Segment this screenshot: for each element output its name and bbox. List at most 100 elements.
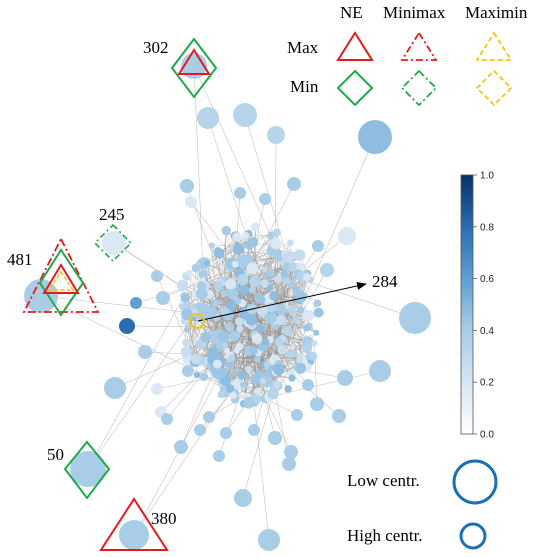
graph-node (237, 274, 249, 286)
graph-node (248, 424, 260, 436)
graph-node (245, 366, 252, 373)
graph-node (293, 286, 299, 292)
graph-node (200, 373, 208, 381)
graph-node (249, 276, 260, 287)
graph-node (311, 340, 317, 346)
legend-maximin-max-triangle (477, 33, 511, 60)
graph-node (218, 331, 229, 342)
graph-node (194, 372, 200, 378)
graph-node (284, 385, 292, 393)
graph-node (337, 370, 353, 386)
graph-node (119, 318, 135, 334)
size-legend-high-label: High centr. (347, 526, 423, 545)
graph-node (233, 103, 257, 127)
graph-node (313, 330, 319, 336)
legend-ne-min-diamond (338, 71, 372, 105)
colorbar-tick-label: 0.2 (480, 378, 494, 389)
size-legend-low-circle (454, 461, 496, 503)
graph-node (267, 126, 285, 144)
legend-maximin-min-diamond (477, 71, 511, 105)
graph-node (181, 294, 190, 303)
graph-node (235, 343, 243, 351)
graph-node (130, 297, 142, 309)
graph-node (293, 316, 300, 323)
graph-node (226, 384, 235, 393)
legend-col-minimax: Minimax (383, 3, 446, 22)
legend-col-ne: NE (340, 3, 363, 22)
graph-node (295, 363, 306, 374)
size-legend-high-circle (461, 524, 485, 548)
graph-node (270, 238, 281, 249)
graph-node (294, 249, 306, 261)
graph-node (287, 177, 301, 191)
legend-ne-max-triangle (338, 33, 372, 60)
colorbar-tick-label: 0.8 (480, 222, 494, 233)
graph-node (237, 255, 245, 263)
graph-node (235, 317, 244, 326)
strategy-legend: NE Minimax Maximin Max Min (287, 3, 528, 105)
graph-node (252, 333, 263, 344)
graph-node (283, 251, 295, 263)
graph-node (249, 287, 255, 293)
graph-node (238, 371, 246, 379)
graph-node (289, 263, 297, 271)
graph-node (194, 424, 206, 436)
graph-node (257, 324, 265, 332)
graph-node (296, 355, 303, 362)
graph-node (234, 187, 246, 199)
graph-node (246, 314, 258, 326)
graph-node (288, 375, 295, 382)
graph-node (302, 379, 314, 391)
graph-node (214, 367, 226, 379)
graph-node (213, 450, 225, 462)
colorbar-ticks: 1.00.80.60.40.20.0 (473, 171, 494, 441)
graph-node (228, 355, 236, 363)
graph-node (254, 388, 261, 395)
graph-node (266, 268, 274, 276)
size-legend: Low centr. High centr. (347, 461, 496, 548)
graph-node (273, 364, 284, 375)
graph-node (174, 440, 188, 454)
graph-node (151, 383, 163, 395)
graph-node (287, 239, 294, 246)
graph-node (225, 322, 235, 332)
legend-minimax-min-diamond (402, 71, 436, 105)
graph-node (231, 370, 238, 377)
graph-node (156, 291, 170, 305)
graph-node (226, 361, 234, 369)
node-245-label: 245 (99, 205, 125, 224)
graph-node (182, 365, 194, 377)
colorbar-tick-label: 0.4 (480, 326, 494, 337)
graph-node (104, 377, 126, 399)
graph-node (258, 529, 280, 551)
node-380-label: 380 (151, 509, 177, 528)
graph-node (274, 275, 282, 283)
graph-node (242, 232, 249, 239)
graph-node (261, 279, 269, 287)
graph-node (247, 262, 259, 274)
graph-node (240, 381, 247, 388)
graph-node (239, 285, 249, 295)
colorbar-tick-label: 0.6 (480, 274, 494, 285)
graph-node (232, 232, 241, 241)
graph-node (244, 240, 253, 249)
graph-node (138, 345, 152, 359)
graph-node (209, 242, 216, 249)
colorbar-tick-label: 0.0 (480, 430, 494, 441)
graph-node (369, 360, 391, 382)
graph-node (314, 299, 322, 307)
graph-node (262, 338, 269, 345)
graph-edge (88, 296, 184, 469)
graph-node (282, 326, 292, 336)
colorbar-gradient (461, 175, 473, 434)
graph-node (295, 291, 307, 303)
legend-row-max: Max (287, 38, 319, 57)
graph-node (303, 273, 311, 281)
graph-node (225, 279, 236, 290)
graph-node (303, 325, 310, 332)
graph-node (268, 431, 282, 445)
graph-node (314, 308, 324, 318)
graph-node (196, 288, 208, 300)
graph-node (213, 360, 222, 369)
graph-node (269, 291, 279, 301)
